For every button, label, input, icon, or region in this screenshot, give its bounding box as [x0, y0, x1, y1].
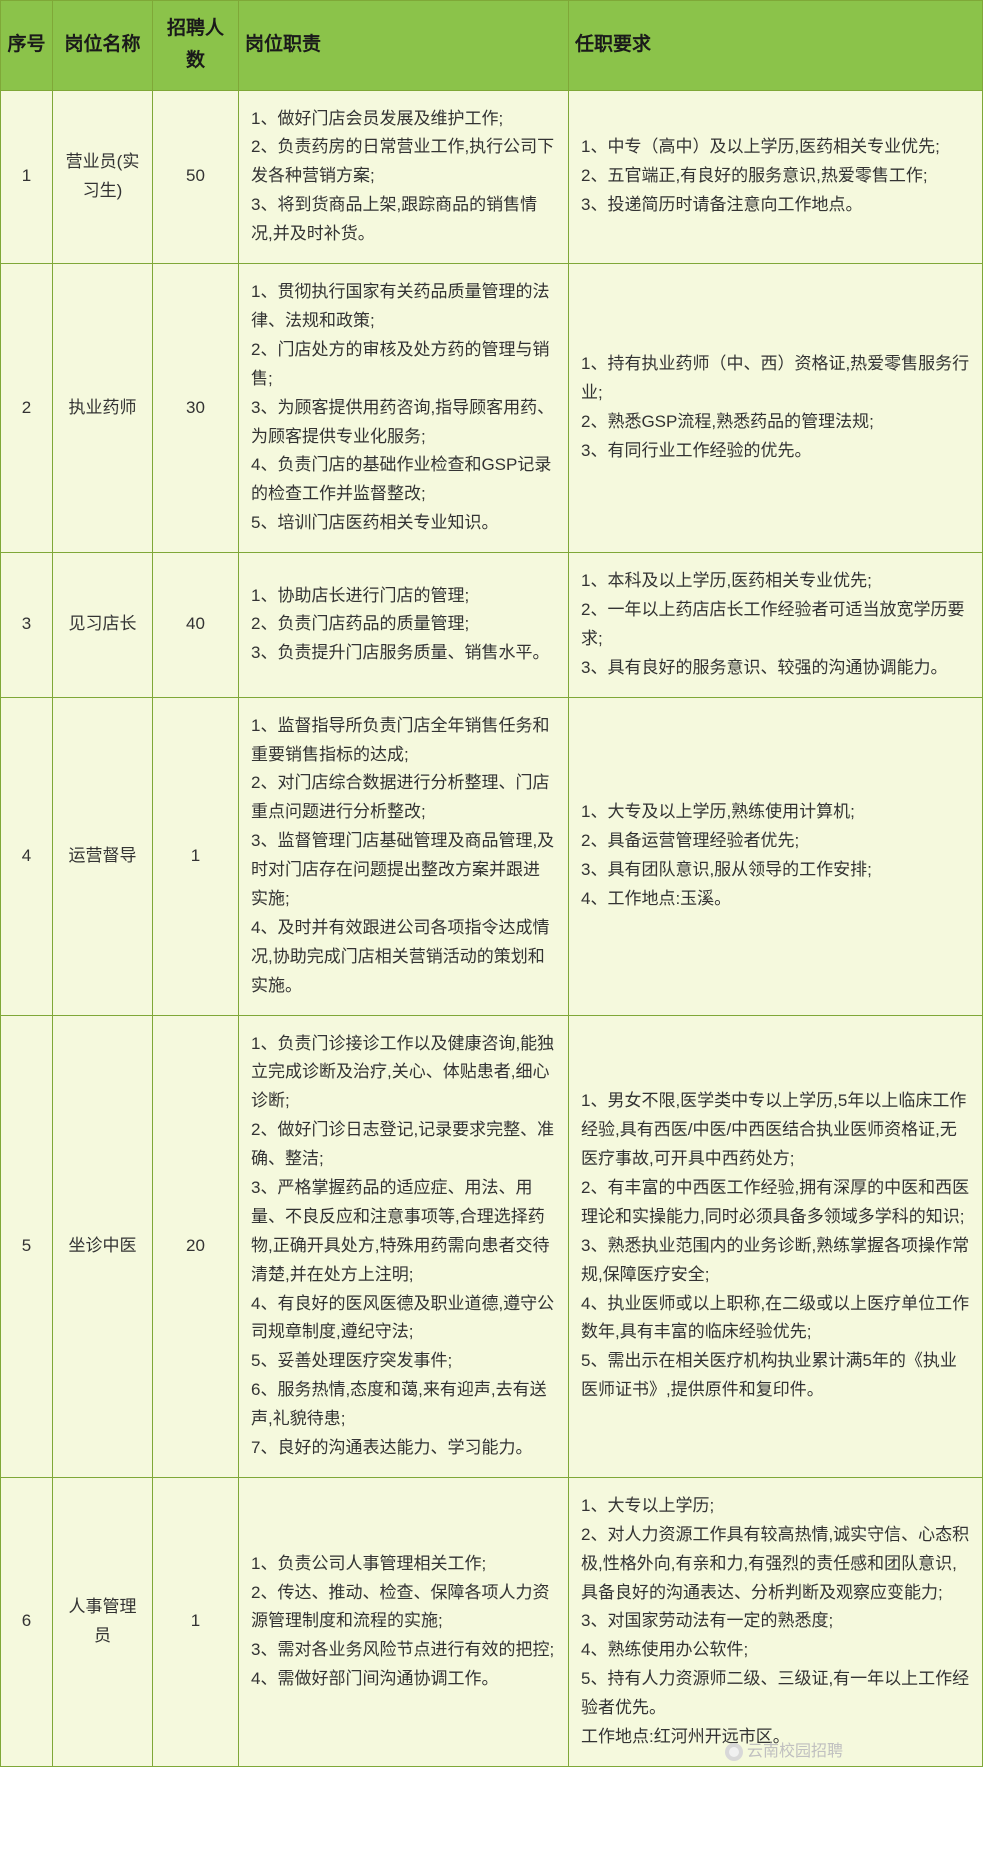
cell-count: 40 — [153, 553, 239, 698]
table-row: 4运营督导11、监督指导所负责门店全年销售任务和重要销售指标的达成; 2、对门店… — [1, 697, 983, 1015]
watermark-text: 云南校园招聘 — [747, 1743, 843, 1760]
cell-idx: 4 — [1, 697, 53, 1015]
header-idx: 序号 — [1, 1, 53, 91]
cell-duty: 1、做好门店会员发展及维护工作; 2、负责药房的日常营业工作,执行公司下发各种营… — [239, 90, 569, 263]
cell-idx: 3 — [1, 553, 53, 698]
cell-req: 1、大专及以上学历,熟练使用计算机; 2、具备运营管理经验者优先; 3、具有团队… — [569, 697, 983, 1015]
cell-count: 30 — [153, 264, 239, 553]
cell-duty: 1、协助店长进行门店的管理; 2、负责门店药品的质量管理; 3、负责提升门店服务… — [239, 553, 569, 698]
header-count: 招聘人数 — [153, 1, 239, 91]
cell-count: 1 — [153, 1477, 239, 1766]
watermark: 云南校园招聘 — [725, 1737, 843, 1761]
cell-name: 营业员(实习生) — [53, 90, 153, 263]
wechat-icon — [725, 1743, 743, 1761]
cell-req: 1、持有执业药师（中、西）资格证,热爱零售服务行业; 2、熟悉GSP流程,熟悉药… — [569, 264, 983, 553]
cell-duty: 1、贯彻执行国家有关药品质量管理的法律、法规和政策; 2、门店处方的审核及处方药… — [239, 264, 569, 553]
header-req: 任职要求 — [569, 1, 983, 91]
cell-idx: 6 — [1, 1477, 53, 1766]
cell-name: 执业药师 — [53, 264, 153, 553]
cell-name: 人事管理员 — [53, 1477, 153, 1766]
cell-req: 1、男女不限,医学类中专以上学历,5年以上临床工作经验,具有西医/中医/中西医结… — [569, 1015, 983, 1477]
cell-count: 50 — [153, 90, 239, 263]
cell-duty: 1、监督指导所负责门店全年销售任务和重要销售指标的达成; 2、对门店综合数据进行… — [239, 697, 569, 1015]
header-name: 岗位名称 — [53, 1, 153, 91]
cell-count: 20 — [153, 1015, 239, 1477]
table-row: 2执业药师301、贯彻执行国家有关药品质量管理的法律、法规和政策; 2、门店处方… — [1, 264, 983, 553]
cell-idx: 1 — [1, 90, 53, 263]
recruitment-table: 序号 岗位名称 招聘人数 岗位职责 任职要求 1营业员(实习生)501、做好门店… — [0, 0, 983, 1767]
cell-idx: 5 — [1, 1015, 53, 1477]
cell-name: 坐诊中医 — [53, 1015, 153, 1477]
cell-duty: 1、负责门诊接诊工作以及健康咨询,能独立完成诊断及治疗,关心、体贴患者,细心诊断… — [239, 1015, 569, 1477]
cell-duty: 1、负责公司人事管理相关工作; 2、传达、推动、检查、保障各项人力资源管理制度和… — [239, 1477, 569, 1766]
table-row: 6人事管理员11、负责公司人事管理相关工作; 2、传达、推动、检查、保障各项人力… — [1, 1477, 983, 1766]
table-row: 3见习店长401、协助店长进行门店的管理; 2、负责门店药品的质量管理; 3、负… — [1, 553, 983, 698]
cell-name: 见习店长 — [53, 553, 153, 698]
cell-name: 运营督导 — [53, 697, 153, 1015]
cell-count: 1 — [153, 697, 239, 1015]
cell-req: 1、大专以上学历; 2、对人力资源工作具有较高热情,诚实守信、心态积极,性格外向… — [569, 1477, 983, 1766]
table-row: 5坐诊中医201、负责门诊接诊工作以及健康咨询,能独立完成诊断及治疗,关心、体贴… — [1, 1015, 983, 1477]
table-row: 1营业员(实习生)501、做好门店会员发展及维护工作; 2、负责药房的日常营业工… — [1, 90, 983, 263]
table-body: 1营业员(实习生)501、做好门店会员发展及维护工作; 2、负责药房的日常营业工… — [1, 90, 983, 1766]
cell-idx: 2 — [1, 264, 53, 553]
header-duty: 岗位职责 — [239, 1, 569, 91]
table-header-row: 序号 岗位名称 招聘人数 岗位职责 任职要求 — [1, 1, 983, 91]
cell-req: 1、中专（高中）及以上学历,医药相关专业优先; 2、五官端正,有良好的服务意识,… — [569, 90, 983, 263]
cell-req: 1、本科及以上学历,医药相关专业优先; 2、一年以上药店店长工作经验者可适当放宽… — [569, 553, 983, 698]
